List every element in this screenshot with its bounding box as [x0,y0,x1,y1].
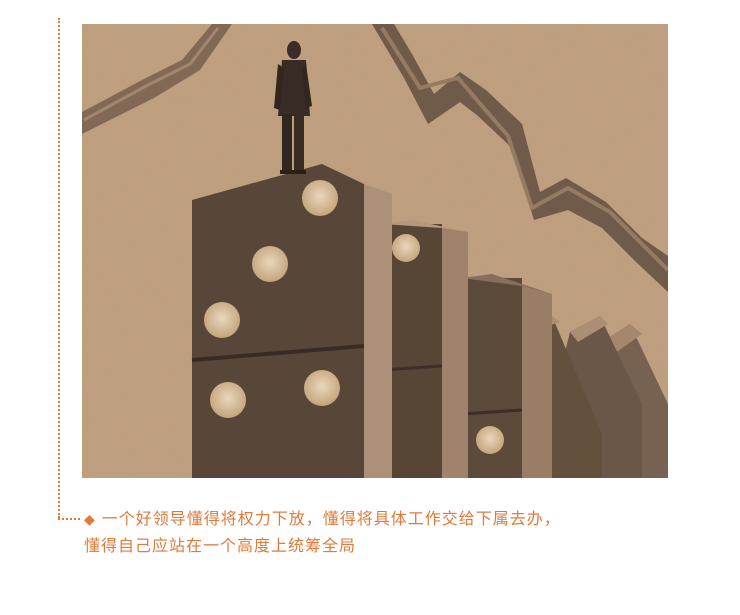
domino-pip [392,234,420,262]
domino-pip [302,180,338,216]
domino-pip [252,246,288,282]
graph-line-right [372,24,668,292]
domino-pip [476,426,504,454]
caption-text-line-1: 一个好领导懂得将权力下放，懂得将具体工作交给下属去办， [101,509,561,528]
domino-medium-2 [461,274,552,478]
domino-illustration [82,24,668,478]
dotted-vertical-line [58,18,60,518]
domino-pip [304,370,340,406]
businessman-figure [274,41,312,174]
domino-small-4 [562,316,642,478]
illustration-svg [82,24,668,478]
caption-line-1: ◆ 一个好领导懂得将权力下放，懂得将具体工作交给下属去办， [84,506,704,533]
caption: ◆ 一个好领导懂得将权力下放，懂得将具体工作交给下属去办， 懂得自己应站在一个高度… [84,506,704,559]
caption-text-line-2: 懂得自己应站在一个高度上统筹全局 [84,536,357,555]
caption-line-2: 懂得自己应站在一个高度上统筹全局 [84,533,704,559]
domino-pip [210,382,246,418]
domino-pip [204,302,240,338]
domino-large-front [191,164,392,478]
dotted-horizontal-line [58,518,80,520]
diamond-bullet-icon: ◆ [84,512,96,528]
